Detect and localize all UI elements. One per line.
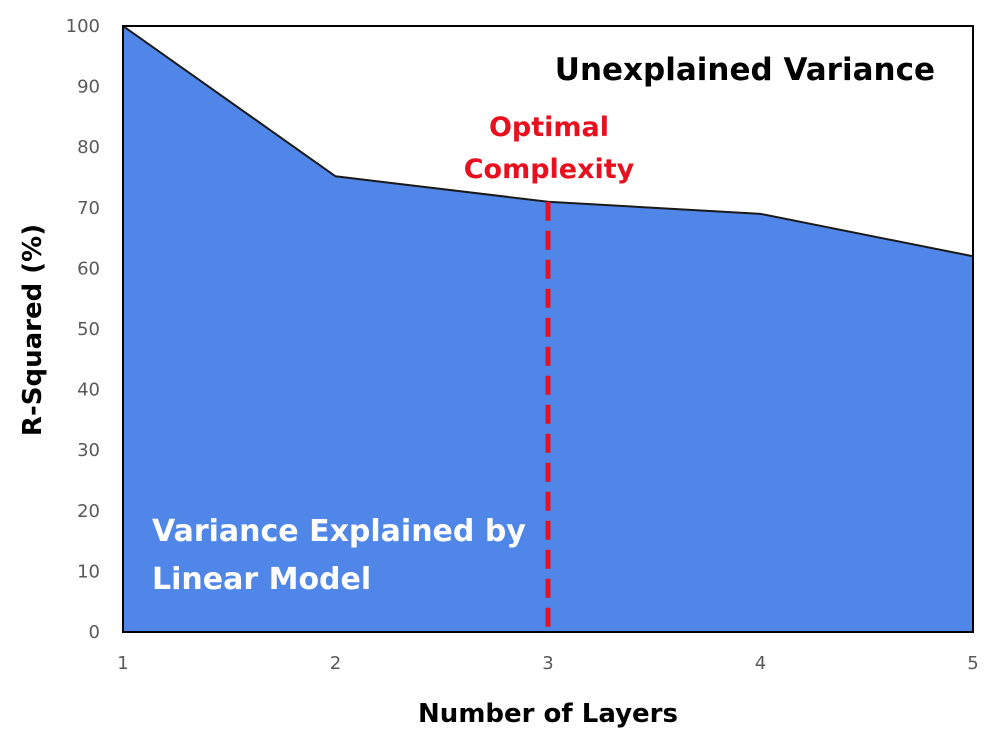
optimal-complexity-label-line2: Complexity xyxy=(464,154,635,185)
y-tick-label: 20 xyxy=(77,501,100,522)
x-axis-title: Number of Layers xyxy=(418,699,678,729)
y-tick-label: 30 xyxy=(77,440,100,461)
y-tick-label: 60 xyxy=(77,258,100,279)
unexplained-variance-label: Unexplained Variance xyxy=(555,52,935,88)
variance-explained-label-line2: Linear Model xyxy=(152,562,371,597)
plot-frame-layer xyxy=(122,25,974,633)
plot-frame xyxy=(122,25,974,633)
y-tick-label: 0 xyxy=(89,622,100,643)
x-tick-labels: 1 2 3 4 5 xyxy=(117,653,978,674)
y-tick-label: 90 xyxy=(77,77,100,98)
y-tick-label: 10 xyxy=(77,561,100,582)
variance-explained-label-line1: Variance Explained by xyxy=(152,514,526,549)
y-tick-label: 50 xyxy=(77,319,100,340)
x-tick-label: 5 xyxy=(967,653,978,674)
optimal-complexity-label-line1: Optimal xyxy=(489,112,609,143)
x-tick-label: 4 xyxy=(755,653,766,674)
x-tick-label: 2 xyxy=(330,653,341,674)
y-tick-label: 100 xyxy=(66,16,100,37)
y-tick-labels: 0 10 20 30 40 50 60 70 80 90 100 xyxy=(66,16,100,643)
y-tick-label: 80 xyxy=(77,137,100,158)
y-axis-title: R-Squared (%) xyxy=(18,224,48,436)
y-tick-label: 70 xyxy=(77,198,100,219)
x-tick-label: 3 xyxy=(542,653,553,674)
y-tick-label: 40 xyxy=(77,380,100,401)
x-tick-label: 1 xyxy=(117,653,128,674)
